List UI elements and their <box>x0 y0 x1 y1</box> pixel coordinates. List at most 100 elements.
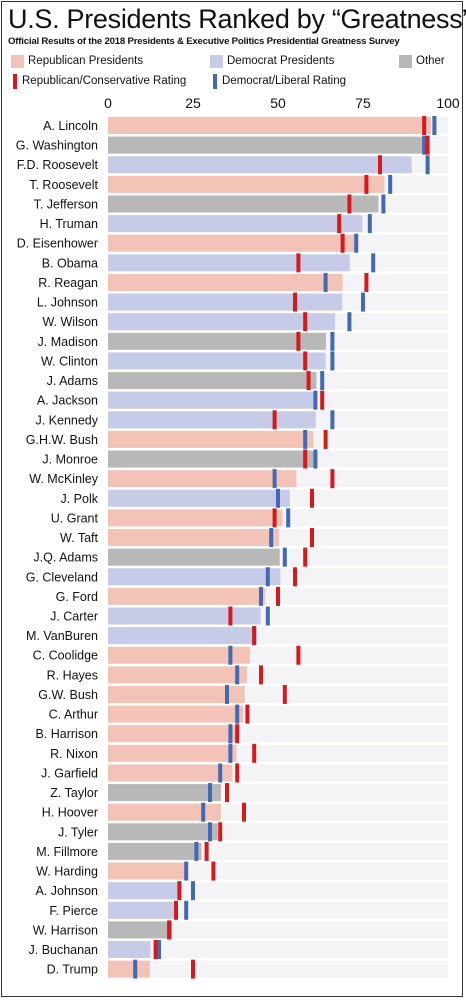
dem-rating-tick-d-trump <box>133 959 138 979</box>
bar-g-cleveland <box>108 568 281 586</box>
category-label: T. Roosevelt <box>29 178 98 192</box>
rep-rating-tick-w-mckinley <box>330 469 335 489</box>
rep-rating-tick-j-garfield <box>235 763 240 783</box>
rep-rating-tick-a-jackson <box>320 390 325 410</box>
bar-j-q-adams <box>108 548 280 566</box>
category-label: J. Monroe <box>42 453 98 467</box>
bar-a-jackson <box>108 391 316 409</box>
dem-rating-tick-g-w-bush <box>225 684 229 704</box>
rep-rating-tick-c-arthur <box>245 704 250 724</box>
dem-rating-tick-g-washington <box>422 135 427 155</box>
bar-r-reagan <box>108 273 343 291</box>
rep-rating-tick-j-buchanan <box>153 940 158 960</box>
bar-w-wilson <box>108 313 336 331</box>
rep-rating-tick-w-wilson <box>303 312 308 332</box>
category-label: G.H.W. Bush <box>26 433 98 447</box>
bar-g-w-bush <box>108 685 245 703</box>
rep-rating-tick-d-eisenhower <box>340 233 345 253</box>
bar-a-lincoln <box>108 117 431 134</box>
category-label: D. Trump <box>47 963 98 977</box>
rep-rating-tick-t-roosevelt <box>364 174 369 194</box>
rep-rating-tick-g-cleveland <box>293 567 297 587</box>
category-label: A. Lincoln <box>43 119 98 133</box>
rep-rating-tick-m-fillmore <box>204 841 209 861</box>
x-tick-label: 0 <box>104 95 112 111</box>
dem-rating-tick-j-tyler <box>208 822 212 842</box>
category-label: J. Buchanan <box>29 943 99 957</box>
rep-rating-tick-r-nixon <box>252 743 257 763</box>
x-tick-label: 100 <box>436 95 460 111</box>
dem-rating-tick-b-harrison <box>228 724 233 744</box>
rep-rating-tick-j-carter <box>228 606 233 626</box>
bar-w-harrison <box>108 921 172 939</box>
legend-swatch-democrat <box>210 55 223 68</box>
bar-z-taylor <box>108 784 221 802</box>
rep-rating-tick-c-coolidge <box>296 645 301 665</box>
category-label: J. Kennedy <box>35 413 98 427</box>
category-label: U. Grant <box>51 511 99 525</box>
rep-rating-tick-w-harding <box>211 861 216 881</box>
bar-w-mckinley <box>108 470 297 488</box>
dem-rating-tick-r-hayes <box>235 665 240 685</box>
category-label: G. Ford <box>56 590 98 604</box>
bar-w-clinton <box>108 352 326 370</box>
dem-rating-tick-g-ford <box>259 586 263 606</box>
bar-track <box>108 960 448 978</box>
bar-a-johnson <box>108 882 181 900</box>
legend-swatch-other <box>399 55 412 68</box>
legend-label-republican: Republican Presidents <box>28 55 144 67</box>
bar-f-pierce <box>108 901 177 919</box>
category-label: F.D. Roosevelt <box>17 158 99 172</box>
x-tick-label: 25 <box>185 95 201 111</box>
legend-tick-republican-rating <box>13 74 17 89</box>
dem-rating-tick-a-lincoln <box>432 116 437 135</box>
dem-rating-tick-f-d-roosevelt <box>425 155 430 175</box>
category-label: W. Harding <box>36 865 98 879</box>
bar-l-johnson <box>108 293 343 311</box>
dem-rating-tick-b-obama <box>371 253 376 273</box>
category-label: J.Q. Adams <box>33 551 98 565</box>
category-label: J. Madison <box>38 335 98 349</box>
bar-r-hayes <box>108 666 248 684</box>
category-label: R. Hayes <box>47 668 98 682</box>
bar-b-obama <box>108 254 350 272</box>
rep-rating-tick-a-johnson <box>177 881 182 901</box>
category-label: W. Taft <box>60 531 99 545</box>
dem-rating-tick-w-mckinley <box>272 469 277 489</box>
bar-h-truman <box>108 215 363 233</box>
category-label: T. Jefferson <box>34 197 98 211</box>
bar-u-grant <box>108 509 283 527</box>
bar-t-jefferson <box>108 195 379 213</box>
rep-rating-tick-h-truman <box>337 214 342 234</box>
category-label: M. Fillmore <box>36 845 98 859</box>
category-label: W. Wilson <box>42 315 98 329</box>
legend-label-other: Other <box>416 55 445 67</box>
rep-rating-tick-j-tyler <box>218 822 223 842</box>
bar-j-kennedy <box>108 411 316 429</box>
category-label: H. Hoover <box>42 806 98 820</box>
dem-rating-tick-t-roosevelt <box>388 174 393 194</box>
rep-rating-tick-d-trump <box>191 959 195 979</box>
category-label: J. Carter <box>50 610 98 624</box>
category-label: F. Pierce <box>49 904 98 918</box>
rep-rating-tick-j-kennedy <box>272 410 277 430</box>
bar-j-tyler <box>108 823 218 841</box>
category-label: L. Johnson <box>37 296 98 310</box>
dem-rating-tick-j-adams <box>320 371 325 391</box>
legend-swatch-republican <box>11 55 24 68</box>
dem-rating-tick-j-polk <box>276 488 280 508</box>
bar-track <box>108 862 448 880</box>
category-label: J. Garfield <box>41 766 98 780</box>
category-label: G.W. Bush <box>38 688 98 702</box>
category-label: J. Adams <box>47 374 98 388</box>
rep-rating-tick-b-obama <box>296 253 301 273</box>
dem-rating-tick-j-madison <box>330 331 335 351</box>
bar-d-eisenhower <box>108 234 359 252</box>
rep-rating-tick-f-pierce <box>174 900 178 920</box>
bar-b-harrison <box>108 725 237 743</box>
rep-rating-tick-g-w-bush <box>282 684 287 704</box>
bar-track <box>108 901 448 919</box>
legend-label-democrat-rating: Democrat/Liberal Rating <box>222 75 347 87</box>
rep-rating-tick-w-clinton <box>303 351 308 371</box>
bar-track <box>108 921 448 939</box>
